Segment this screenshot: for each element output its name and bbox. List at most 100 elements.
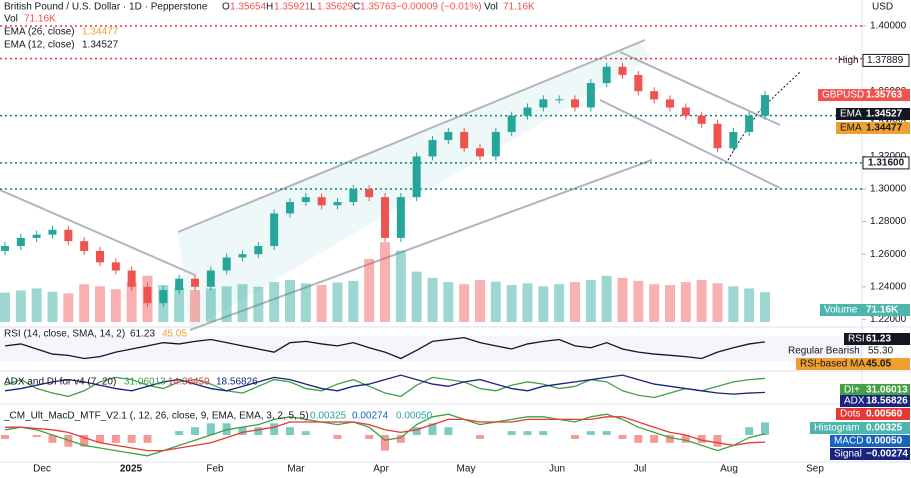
candle xyxy=(381,197,389,238)
signal-tag xyxy=(830,448,910,460)
candle xyxy=(159,290,168,304)
macd-hist xyxy=(143,435,152,443)
candle xyxy=(333,202,342,206)
di-tag-value: 31.06013 xyxy=(866,385,908,396)
volume-bar xyxy=(585,280,596,322)
ema-label: EMA (12, close) xyxy=(4,40,75,51)
adx-tag xyxy=(840,395,910,407)
macd-hist xyxy=(175,431,184,435)
macd-hist xyxy=(681,435,690,443)
y-tick-label: 1.40000 xyxy=(870,21,907,32)
candle xyxy=(412,156,421,198)
volume-bar xyxy=(380,242,390,322)
signal-tag-label: Signal xyxy=(834,449,862,460)
volume-bar xyxy=(617,277,628,322)
candle xyxy=(222,257,231,271)
macd-line xyxy=(4,413,766,457)
candle xyxy=(650,91,659,100)
macd-hist xyxy=(539,431,548,435)
candle xyxy=(761,95,769,116)
candle xyxy=(349,189,358,203)
macd-hist xyxy=(333,435,342,439)
volume-bar xyxy=(63,293,74,322)
volume-bar xyxy=(221,286,232,322)
macd-hist xyxy=(507,431,516,435)
candle xyxy=(317,197,326,206)
volume-bar xyxy=(570,282,580,322)
channel-line xyxy=(177,39,646,233)
di-plus-line xyxy=(4,376,766,399)
candle xyxy=(32,234,41,238)
candle xyxy=(80,241,89,251)
hist-tag-value: 0.00325 xyxy=(866,423,903,434)
volume-bar xyxy=(269,282,280,322)
macd-hist xyxy=(32,435,41,437)
candle xyxy=(666,99,674,108)
volume-bar xyxy=(649,284,660,322)
volume-bar xyxy=(205,288,216,322)
macd-hist xyxy=(191,427,199,435)
high-label: High xyxy=(838,55,859,66)
hist-tag-label: Histogram xyxy=(814,423,860,434)
volume-bar xyxy=(300,283,311,322)
vol-label: Vol xyxy=(4,14,18,25)
rsi-ma-tag-label: RSI-based MA xyxy=(800,359,865,370)
dots-tag-value: 0.00560 xyxy=(866,409,903,420)
macd-hist xyxy=(666,435,674,443)
macd-hist xyxy=(586,431,595,435)
candle xyxy=(745,115,754,132)
macd-hist xyxy=(602,431,611,435)
volume-bar xyxy=(237,284,248,322)
volume-bar xyxy=(633,280,644,322)
volume-bar xyxy=(348,280,359,322)
ohlc-value: 1.35629 xyxy=(317,2,354,13)
y-tick-label: 1.26000 xyxy=(870,249,907,260)
dots-tag xyxy=(836,408,910,420)
volume-bar xyxy=(190,290,200,322)
candle xyxy=(618,66,627,75)
candle xyxy=(48,229,57,235)
x-tick-label: Jul xyxy=(634,464,647,475)
macd-hist xyxy=(713,435,722,447)
candle xyxy=(301,197,310,203)
candle xyxy=(476,148,484,157)
signal-line xyxy=(5,416,766,452)
x-tick-label: Dec xyxy=(33,464,51,475)
macd-hist xyxy=(523,431,532,435)
x-tick-label: Mar xyxy=(287,464,305,475)
macd-tag-label: MACD xyxy=(834,436,863,447)
volume-bar xyxy=(443,282,454,322)
volume-bar xyxy=(174,287,185,322)
candle xyxy=(634,74,643,92)
macd-hist xyxy=(444,427,453,435)
rsi-ma: 45.05 xyxy=(162,329,187,340)
adx-v3: 18.56826 xyxy=(216,377,258,388)
candle xyxy=(555,99,564,101)
adx-line xyxy=(4,374,766,395)
candle xyxy=(713,123,722,149)
candle xyxy=(697,115,706,124)
macd-hist xyxy=(761,422,769,435)
volume-bar xyxy=(427,277,438,322)
volume-bar xyxy=(538,286,549,322)
volume-bar xyxy=(31,288,42,322)
macd-hist xyxy=(650,435,659,443)
volume-bar xyxy=(364,259,375,322)
rsi-value: 61.23 xyxy=(130,329,155,340)
y-tick-label: 1.30000 xyxy=(870,184,907,195)
ema26-tag xyxy=(836,122,910,134)
ema12-tag-label: EMA xyxy=(840,109,862,120)
candle xyxy=(16,237,25,247)
volume-bar xyxy=(665,285,675,322)
volume-bar xyxy=(95,286,105,322)
candle xyxy=(428,140,437,157)
macd-hist xyxy=(381,435,389,451)
last-tag-label: GBPUSD xyxy=(822,90,864,101)
dots-tag-label: Dots xyxy=(840,409,861,420)
volume-bar xyxy=(47,291,58,322)
hist-tag xyxy=(810,422,910,434)
di-tag xyxy=(840,384,910,396)
volume-bar xyxy=(411,271,422,322)
macd-hist xyxy=(96,435,104,443)
